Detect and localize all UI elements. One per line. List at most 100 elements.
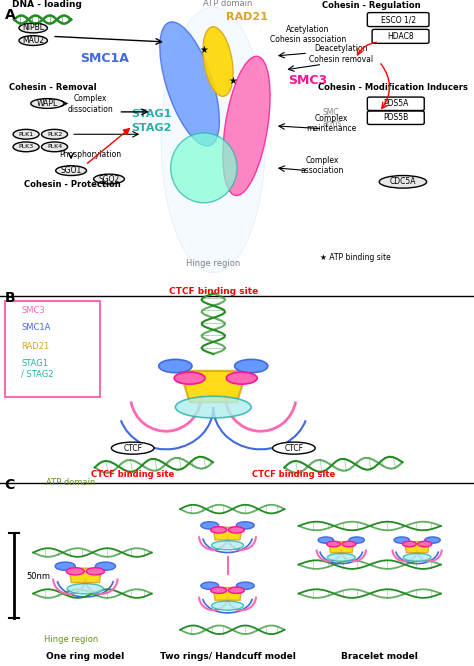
Text: ★ ATP binding site: ★ ATP binding site <box>320 253 391 262</box>
Ellipse shape <box>203 27 233 97</box>
Ellipse shape <box>67 583 103 594</box>
Polygon shape <box>213 527 242 540</box>
Text: B: B <box>5 291 15 305</box>
Ellipse shape <box>19 36 47 45</box>
Ellipse shape <box>171 133 237 202</box>
Text: PLK1: PLK1 <box>18 132 34 137</box>
Ellipse shape <box>349 537 365 543</box>
Text: SMC
arms: SMC arms <box>322 109 342 128</box>
Text: PLK3: PLK3 <box>18 145 34 149</box>
Ellipse shape <box>210 527 227 533</box>
Text: Cohesin - Modification Inducers: Cohesin - Modification Inducers <box>318 83 467 91</box>
Ellipse shape <box>55 562 75 570</box>
Text: CTCF: CTCF <box>284 444 303 453</box>
Ellipse shape <box>13 142 39 152</box>
Ellipse shape <box>273 442 315 454</box>
Ellipse shape <box>235 360 268 373</box>
Ellipse shape <box>111 442 154 454</box>
Text: SGO1: SGO1 <box>61 166 82 175</box>
Text: Complex
dissociation: Complex dissociation <box>67 95 113 114</box>
Text: ESCO 1/2: ESCO 1/2 <box>381 15 416 24</box>
Ellipse shape <box>379 176 427 188</box>
Text: CTCF: CTCF <box>123 444 142 453</box>
Polygon shape <box>180 371 246 402</box>
Text: PDS5B: PDS5B <box>383 113 409 123</box>
Text: Cohesin - Removal: Cohesin - Removal <box>9 83 97 91</box>
Ellipse shape <box>66 567 84 575</box>
Text: Phosphorylation: Phosphorylation <box>59 150 121 159</box>
Text: SMC3: SMC3 <box>289 74 328 87</box>
Ellipse shape <box>328 553 355 561</box>
Ellipse shape <box>402 541 416 547</box>
Polygon shape <box>69 568 101 583</box>
Text: STAG1: STAG1 <box>131 109 172 119</box>
Polygon shape <box>405 541 429 553</box>
Text: ATP domain: ATP domain <box>46 478 96 487</box>
Text: HDAC8: HDAC8 <box>387 32 414 41</box>
Text: A: A <box>5 9 16 23</box>
Ellipse shape <box>211 601 244 610</box>
Ellipse shape <box>211 541 244 550</box>
Text: RAD21: RAD21 <box>226 11 267 21</box>
Ellipse shape <box>41 129 67 139</box>
Text: Complex
association: Complex association <box>301 156 344 175</box>
FancyBboxPatch shape <box>367 111 424 125</box>
Ellipse shape <box>223 56 270 196</box>
Text: 50nm: 50nm <box>26 572 50 581</box>
Ellipse shape <box>210 587 227 593</box>
Ellipse shape <box>237 521 254 529</box>
Text: Complex
maintenance: Complex maintenance <box>307 114 357 133</box>
Ellipse shape <box>41 142 67 152</box>
Text: ATP domain: ATP domain <box>203 0 252 7</box>
Text: PLK4: PLK4 <box>47 145 62 149</box>
Text: Two rings/ Handcuff model: Two rings/ Handcuff model <box>160 652 295 661</box>
Text: NIPBL: NIPBL <box>22 23 44 33</box>
Text: SMC1A: SMC1A <box>80 51 129 65</box>
FancyBboxPatch shape <box>372 29 429 43</box>
Text: Hinge region: Hinge region <box>186 258 240 268</box>
Ellipse shape <box>201 521 219 529</box>
FancyBboxPatch shape <box>367 97 424 111</box>
Text: MAU2: MAU2 <box>22 36 44 45</box>
Ellipse shape <box>174 372 205 384</box>
Ellipse shape <box>425 537 440 543</box>
Text: Acetylation
Cohesin association: Acetylation Cohesin association <box>270 25 346 44</box>
Ellipse shape <box>159 360 192 373</box>
Text: ★: ★ <box>228 76 237 86</box>
Ellipse shape <box>175 396 251 418</box>
Text: PDS5A: PDS5A <box>383 99 409 108</box>
Text: RAD21: RAD21 <box>21 342 50 351</box>
Ellipse shape <box>201 582 219 589</box>
Text: CTCF binding site: CTCF binding site <box>169 286 258 296</box>
Ellipse shape <box>418 541 432 547</box>
Polygon shape <box>329 541 354 553</box>
Ellipse shape <box>31 99 64 109</box>
Text: CTCF binding site: CTCF binding site <box>252 470 336 479</box>
Text: SMC3: SMC3 <box>21 306 45 315</box>
Ellipse shape <box>237 582 254 589</box>
Text: SMC1A: SMC1A <box>21 323 51 332</box>
Ellipse shape <box>342 541 356 547</box>
Text: WAPL: WAPL <box>37 99 58 108</box>
Ellipse shape <box>19 23 47 33</box>
Ellipse shape <box>403 553 431 561</box>
Ellipse shape <box>228 587 245 593</box>
Text: SGO2: SGO2 <box>99 174 119 184</box>
Ellipse shape <box>160 22 219 146</box>
Ellipse shape <box>86 567 104 575</box>
Text: CDC5A: CDC5A <box>390 177 416 186</box>
Ellipse shape <box>228 527 245 533</box>
Text: PLK2: PLK2 <box>47 132 62 137</box>
Ellipse shape <box>327 541 340 547</box>
Text: DNA - loading: DNA - loading <box>12 0 82 9</box>
Text: CTCF binding site: CTCF binding site <box>91 470 174 479</box>
Ellipse shape <box>394 537 410 543</box>
Text: Bracelet model: Bracelet model <box>341 652 418 661</box>
Ellipse shape <box>318 537 334 543</box>
Text: ★: ★ <box>200 45 208 55</box>
Ellipse shape <box>95 562 116 570</box>
Text: Hinge region: Hinge region <box>44 635 98 644</box>
Ellipse shape <box>56 166 86 176</box>
Text: STAG2: STAG2 <box>131 123 172 133</box>
Polygon shape <box>213 587 242 600</box>
